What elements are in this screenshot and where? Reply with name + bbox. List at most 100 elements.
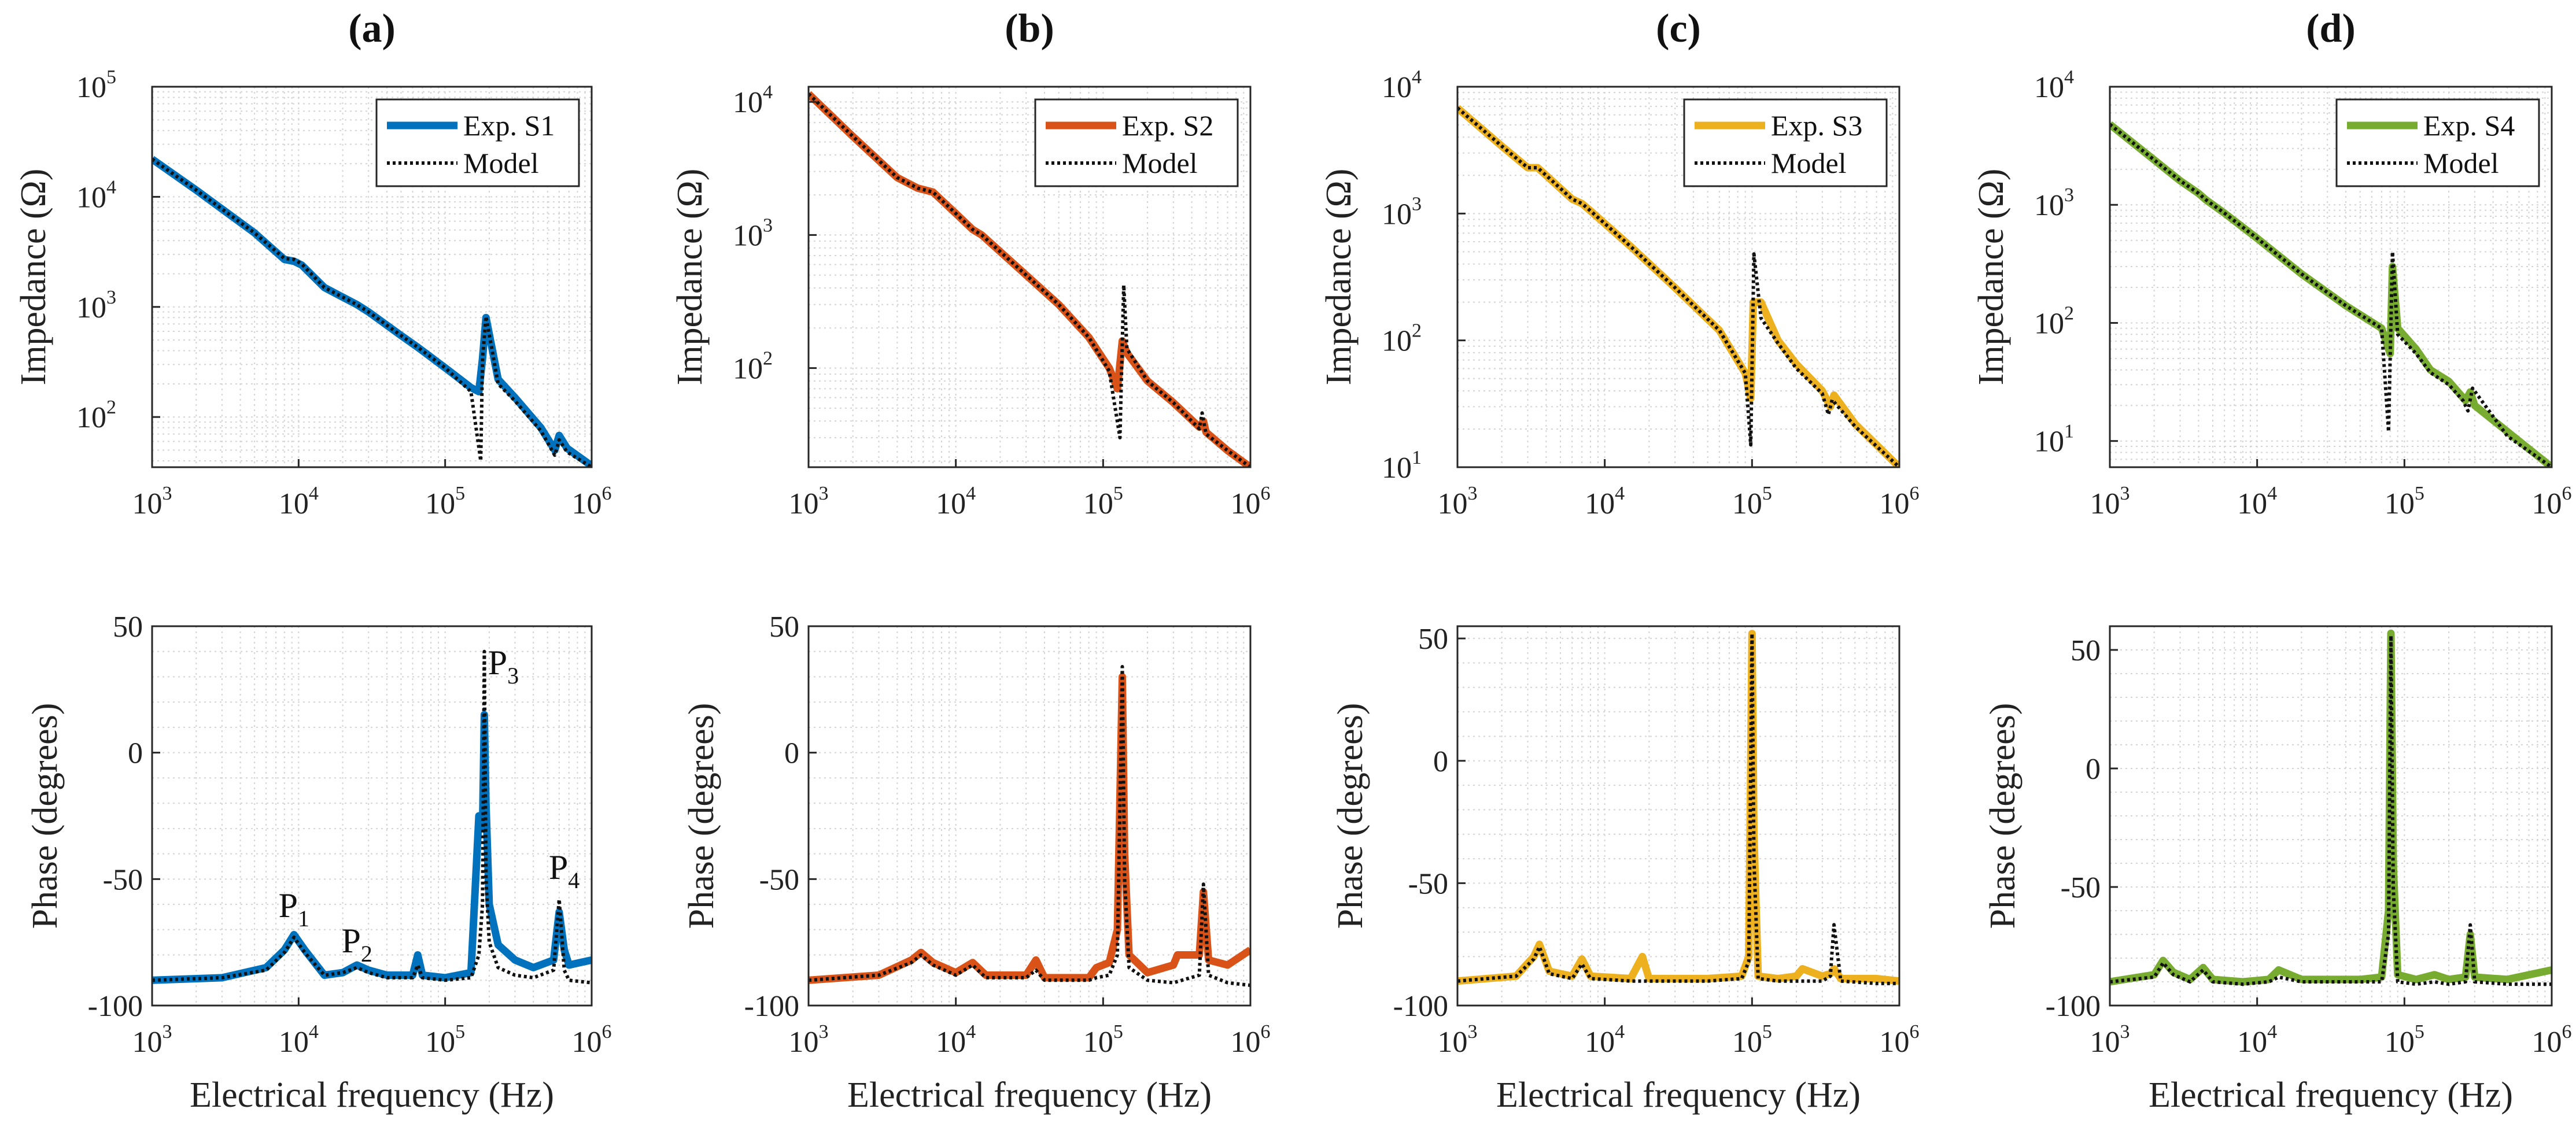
legend-label-model: Model bbox=[463, 147, 539, 179]
y-tick-label: 101 bbox=[2034, 421, 2074, 459]
x-tick-label: 106 bbox=[572, 1021, 612, 1059]
axes-box bbox=[807, 625, 1252, 1007]
panel-title: (c) bbox=[1656, 6, 1701, 51]
x-tick-label: 104 bbox=[1585, 1021, 1625, 1059]
y-tick-label-text: 101 bbox=[1382, 447, 1422, 485]
legend: Exp. S1 Model bbox=[375, 98, 580, 187]
legend: Exp. S4 Model bbox=[2335, 98, 2540, 187]
x-axis-label: Electrical frequency (Hz) bbox=[847, 1075, 1212, 1115]
y-axis-label: Phase (degrees) bbox=[25, 703, 65, 929]
axes-box bbox=[151, 625, 593, 1007]
y-axis-label: Impedance (Ω) bbox=[1319, 169, 1359, 386]
model-line bbox=[152, 649, 592, 985]
y-tick-label: 0 bbox=[1433, 745, 1448, 778]
x-tick-label-text: 104 bbox=[279, 1021, 319, 1059]
y-tick-label: 102 bbox=[733, 348, 773, 386]
legend-label-model: Model bbox=[2423, 147, 2499, 179]
y-tick-label-text: 105 bbox=[76, 66, 116, 104]
subplot-c-ph: 103 104 105 106 50 0 -50 -100 Phase (degrees) Ele… bbox=[1331, 623, 1920, 1115]
x-tick-label-text: 103 bbox=[1438, 1021, 1478, 1059]
subplot-d-ph: 103 104 105 106 50 0 -50 -100 Phase (degrees) Ele… bbox=[1983, 625, 2572, 1115]
y-tick-label-text: 104 bbox=[733, 82, 773, 119]
x-tick-label-text: 104 bbox=[2237, 1021, 2277, 1059]
x-tick-label: 106 bbox=[572, 483, 612, 520]
y-tick-label-text: 103 bbox=[76, 287, 116, 324]
y-tick-label: 103 bbox=[733, 215, 773, 252]
x-tick-label: 103 bbox=[132, 1021, 172, 1059]
y-tick-label: 104 bbox=[2034, 66, 2074, 104]
y-tick-label: 102 bbox=[76, 397, 116, 434]
y-tick-label: 0 bbox=[128, 737, 143, 770]
x-tick-label-text: 105 bbox=[1083, 1021, 1123, 1059]
model-line bbox=[2110, 634, 2552, 986]
axes-box bbox=[2109, 86, 2553, 468]
subplot-d-imp: 103 104 105 106 101 102 103 104 Impedance (Ω) (d)… bbox=[1972, 6, 2572, 520]
experimental-line bbox=[809, 673, 1250, 984]
legend-label-experimental: Exp. S2 bbox=[1122, 109, 1213, 142]
y-tick-label-text: 104 bbox=[76, 176, 116, 214]
y-tick-label: 102 bbox=[2034, 302, 2074, 340]
legend: Exp. S3 Model bbox=[1683, 98, 1888, 187]
x-tick-label: 106 bbox=[2532, 483, 2572, 520]
x-tick-label-text: 104 bbox=[1585, 483, 1625, 520]
series-group bbox=[2110, 121, 2552, 467]
x-tick-label-text: 104 bbox=[279, 483, 319, 520]
x-tick-label-text: 106 bbox=[2532, 1021, 2572, 1059]
legend-label-model: Model bbox=[1771, 147, 1847, 179]
x-tick-label-text: 103 bbox=[789, 483, 829, 520]
y-axis-label: Phase (degrees) bbox=[1983, 703, 2023, 929]
legend-label-experimental: Exp. S1 bbox=[463, 109, 555, 142]
x-tick-label-text: 106 bbox=[572, 483, 612, 520]
x-tick-label-text: 106 bbox=[2532, 483, 2572, 520]
x-tick-label-text: 103 bbox=[2090, 1021, 2130, 1059]
series-group bbox=[809, 665, 1250, 987]
series-group bbox=[1457, 630, 1899, 985]
x-tick-label: 103 bbox=[1438, 483, 1478, 520]
y-tick-label: 104 bbox=[1382, 66, 1422, 104]
x-tick-label-text: 105 bbox=[2385, 483, 2424, 520]
x-tick-label-text: 106 bbox=[1231, 483, 1271, 520]
y-tick-label: 104 bbox=[733, 82, 773, 119]
model-line bbox=[152, 157, 592, 467]
x-tick-label: 106 bbox=[1231, 483, 1271, 520]
y-tick-label: -100 bbox=[88, 990, 143, 1023]
x-tick-label-text: 106 bbox=[1880, 1021, 1920, 1059]
x-tick-label-text: 104 bbox=[936, 1021, 976, 1059]
legend-label-experimental: Exp. S4 bbox=[2423, 109, 2515, 142]
y-axis-label: Phase (degrees) bbox=[682, 703, 721, 929]
legend-box bbox=[2335, 98, 2540, 187]
x-tick-label-text: 104 bbox=[2237, 483, 2277, 520]
model-line bbox=[809, 93, 1250, 467]
series-group bbox=[1457, 105, 1899, 467]
y-tick-label: 50 bbox=[769, 611, 799, 644]
y-tick-label: 103 bbox=[2034, 184, 2074, 222]
y-tick-label-text: 103 bbox=[1382, 193, 1422, 231]
x-tick-label-text: 104 bbox=[1585, 1021, 1625, 1059]
x-tick-label-text: 103 bbox=[132, 483, 172, 520]
y-tick-label: -100 bbox=[1393, 990, 1448, 1023]
y-tick-label-text: 104 bbox=[2034, 66, 2074, 104]
x-tick-label: 103 bbox=[789, 1021, 829, 1059]
model-line bbox=[2110, 123, 2552, 467]
x-tick-label-text: 105 bbox=[425, 1021, 465, 1059]
x-tick-label: 106 bbox=[1880, 1021, 1920, 1059]
legend-box bbox=[1034, 98, 1239, 187]
x-tick-label: 103 bbox=[2090, 483, 2130, 520]
subplot-b-imp: 103 104 105 106 102 103 104 Impedance (Ω) (b) Exp… bbox=[670, 6, 1271, 520]
series-group bbox=[152, 156, 592, 467]
legend-box bbox=[375, 98, 580, 187]
y-tick-label: 50 bbox=[113, 611, 143, 644]
x-tick-label: 105 bbox=[1732, 483, 1772, 520]
x-tick-label: 104 bbox=[279, 1021, 319, 1059]
y-tick-label: -100 bbox=[2046, 990, 2101, 1023]
legend-label-experimental: Exp. S3 bbox=[1771, 109, 1862, 142]
y-tick-label: -50 bbox=[2061, 871, 2101, 904]
series-group bbox=[2110, 629, 2552, 986]
plot-area bbox=[152, 626, 592, 1006]
y-tick-label-text: 102 bbox=[1382, 320, 1422, 358]
x-tick-label: 105 bbox=[1083, 483, 1123, 520]
x-tick-label-text: 106 bbox=[1880, 483, 1920, 520]
x-axis-label: Electrical frequency (Hz) bbox=[1496, 1075, 1861, 1115]
x-tick-label: 105 bbox=[2385, 483, 2424, 520]
axes-box bbox=[2109, 625, 2553, 1007]
